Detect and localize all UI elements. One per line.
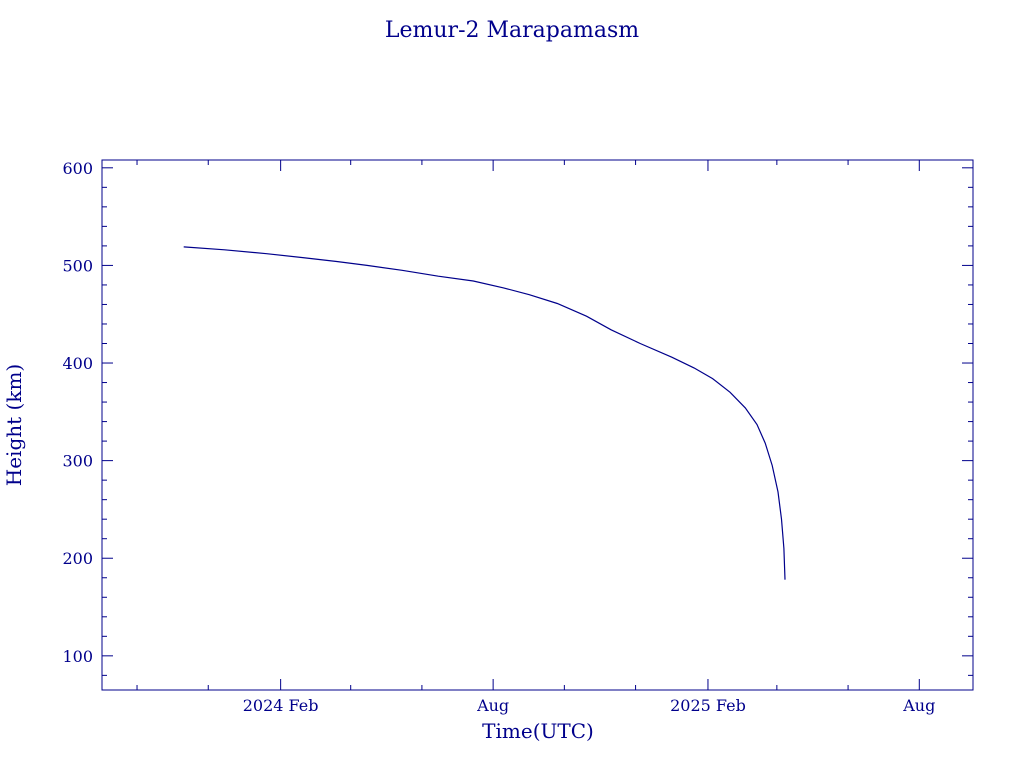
axis-ticks xyxy=(102,160,973,690)
x-tick-label: Aug xyxy=(476,696,509,715)
plot-frame xyxy=(101,159,974,691)
x-tick-label: Aug xyxy=(902,696,935,715)
x-tick-labels: 2024 Feb Aug 2025 Feb Aug xyxy=(243,696,936,715)
x-tick-label: 2025 Feb xyxy=(670,696,746,715)
y-tick-label: 400 xyxy=(62,354,93,373)
y-tick-label: 500 xyxy=(62,256,93,275)
y-axis-label: Height (km) xyxy=(2,364,26,486)
x-tick-label: 2024 Feb xyxy=(243,696,319,715)
y-tick-label: 100 xyxy=(62,647,93,666)
series-line xyxy=(183,246,786,580)
x-axis-label: Time(UTC) xyxy=(482,719,594,743)
y-tick-label: 300 xyxy=(62,452,93,471)
chart-title: Lemur-2 Marapamasm xyxy=(385,18,639,43)
y-tick-label: 200 xyxy=(62,549,93,568)
y-tick-labels: 100 200 300 400 500 600 xyxy=(62,159,93,666)
y-tick-label: 600 xyxy=(62,159,93,178)
